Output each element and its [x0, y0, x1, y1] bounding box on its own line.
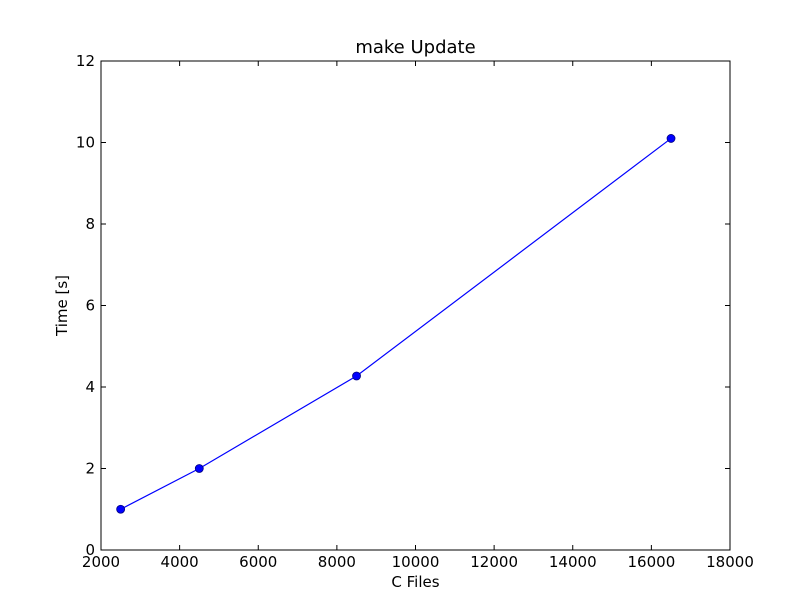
data-point [352, 371, 361, 381]
series-line [120, 137, 672, 510]
plot-area [101, 61, 730, 550]
y-tick-label: 0 [85, 541, 95, 559]
y-tick-label: 4 [85, 378, 95, 396]
data-point [666, 134, 676, 143]
y-tick-label: 10 [76, 134, 95, 152]
series-layer [116, 134, 676, 514]
x-tick-label: 4000 [161, 553, 199, 571]
y-tick-label: 2 [85, 460, 95, 478]
y-tick-label: 8 [85, 215, 95, 233]
chart-title: make Update [355, 37, 475, 58]
data-point [194, 464, 204, 473]
x-axis-label: C Files [391, 573, 439, 591]
x-tick-label: 12000 [470, 553, 518, 571]
x-tick-label: 18000 [706, 553, 754, 571]
x-tick-label: 6000 [239, 553, 277, 571]
y-tick-label: 6 [85, 297, 95, 315]
x-tick-label: 2000 [82, 553, 120, 571]
x-tick-label: 10000 [392, 553, 440, 571]
x-tick-label: 8000 [318, 553, 356, 571]
y-axis-label: Time [s] [53, 275, 71, 337]
data-point [116, 504, 126, 514]
plot-frame [100, 60, 731, 551]
y-tick-label: 12 [76, 52, 95, 70]
x-tick-label: 16000 [628, 553, 676, 571]
tick-labels-layer: 2000 4000 6000 8000 10000 12000 14000 16000 1800… [76, 52, 754, 571]
x-tick-label: 14000 [549, 553, 597, 571]
